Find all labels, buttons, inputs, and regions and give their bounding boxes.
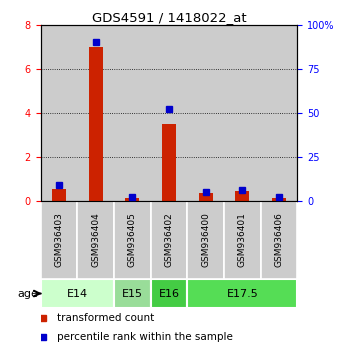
Bar	[52, 189, 66, 201]
Text: percentile rank within the sample: percentile rank within the sample	[57, 332, 233, 342]
Bar	[224, 201, 261, 279]
Text: GSM936402: GSM936402	[165, 212, 173, 267]
Bar	[162, 124, 176, 201]
Bar	[261, 201, 297, 279]
Bar	[41, 279, 114, 308]
Bar	[77, 25, 114, 201]
Bar	[41, 201, 77, 279]
Bar	[114, 201, 151, 279]
Bar	[151, 279, 187, 308]
Bar	[187, 279, 297, 308]
Bar	[41, 25, 77, 201]
Text: E15: E15	[122, 289, 143, 298]
Text: transformed count: transformed count	[57, 313, 154, 323]
Text: GSM936404: GSM936404	[91, 212, 100, 267]
Bar	[236, 191, 249, 201]
Bar	[187, 25, 224, 201]
Text: age: age	[17, 289, 38, 298]
Text: GSM936405: GSM936405	[128, 212, 137, 267]
Bar	[125, 199, 139, 201]
Bar	[151, 201, 187, 279]
Bar	[114, 25, 151, 201]
Bar	[272, 199, 286, 201]
Bar	[114, 279, 151, 308]
Text: GSM936401: GSM936401	[238, 212, 247, 267]
Text: E16: E16	[159, 289, 179, 298]
Title: GDS4591 / 1418022_at: GDS4591 / 1418022_at	[92, 11, 246, 24]
Bar	[151, 25, 187, 201]
Text: GSM936403: GSM936403	[54, 212, 64, 267]
Bar	[261, 25, 297, 201]
Bar	[224, 25, 261, 201]
Bar	[187, 201, 224, 279]
Text: E14: E14	[67, 289, 88, 298]
Text: GSM936406: GSM936406	[274, 212, 284, 267]
Bar	[199, 193, 213, 201]
Text: E17.5: E17.5	[226, 289, 258, 298]
Bar	[89, 47, 102, 201]
Bar	[77, 201, 114, 279]
Text: GSM936400: GSM936400	[201, 212, 210, 267]
